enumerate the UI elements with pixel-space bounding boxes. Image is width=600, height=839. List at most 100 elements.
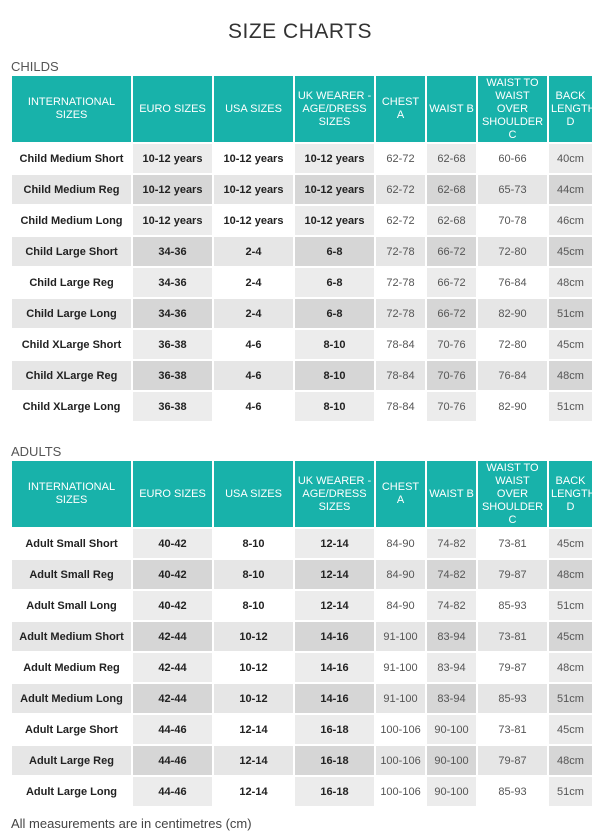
cell-back-length: 48cm xyxy=(549,268,592,297)
col-header-waist-to-waist: WAIST TO WAIST OVER SHOULDER C xyxy=(478,461,547,527)
cell-usa-size: 4-6 xyxy=(214,330,293,359)
table-row: Adult Small Short 40-42 8-10 12-14 84-90 74-8… xyxy=(12,529,592,558)
col-header-usa: USA SIZES xyxy=(214,461,293,527)
cell-international-size: Adult Large Long xyxy=(12,777,131,806)
cell-international-size: Child Medium Reg xyxy=(12,175,131,204)
cell-international-size: Child Medium Long xyxy=(12,206,131,235)
table-header-row: INTERNATIONAL SIZES EURO SIZES USA SIZES… xyxy=(12,461,596,527)
cell-uk-size: 6-8 xyxy=(295,299,374,328)
cell-waist: 66-72 xyxy=(427,237,476,266)
cell-back-length: 51cm xyxy=(549,392,592,421)
cell-chest: 72-78 xyxy=(376,237,425,266)
table-row: Adult Medium Short 42-44 10-12 14-16 91-100 8… xyxy=(12,622,592,651)
cell-chest: 100-106 xyxy=(376,777,425,806)
cell-uk-size: 10-12 years xyxy=(295,144,374,173)
cell-uk-size: 8-10 xyxy=(295,330,374,359)
cell-euro-size: 40-42 xyxy=(133,591,212,620)
col-header-euro: EURO SIZES xyxy=(133,76,212,142)
cell-waist-to-waist: 82-90 xyxy=(478,392,547,421)
cell-waist: 66-72 xyxy=(427,299,476,328)
cell-international-size: Adult Large Short xyxy=(12,715,131,744)
table-row: Child XLarge Short 36-38 4-6 8-10 78-84 70-76… xyxy=(12,330,592,359)
cell-waist-to-waist: 79-87 xyxy=(478,746,547,775)
col-header-usa: USA SIZES xyxy=(214,76,293,142)
cell-waist: 83-94 xyxy=(427,622,476,651)
cell-uk-size: 16-18 xyxy=(295,746,374,775)
table-row: Adult Small Long 40-42 8-10 12-14 84-90 74-82… xyxy=(12,591,592,620)
col-header-international: INTERNATIONAL SIZES xyxy=(12,76,131,142)
cell-international-size: Adult Large Reg xyxy=(12,746,131,775)
cell-uk-size: 10-12 years xyxy=(295,175,374,204)
cell-waist-to-waist: 72-80 xyxy=(478,237,547,266)
cell-euro-size: 36-38 xyxy=(133,330,212,359)
cell-usa-size: 10-12 years xyxy=(214,175,293,204)
cell-international-size: Adult Medium Reg xyxy=(12,653,131,682)
cell-chest: 62-72 xyxy=(376,206,425,235)
cell-chest: 91-100 xyxy=(376,684,425,713)
page-title: SIZE CHARTS xyxy=(228,20,372,43)
cell-international-size: Child Large Reg xyxy=(12,268,131,297)
cell-back-length: 40cm xyxy=(549,144,592,173)
cell-usa-size: 2-4 xyxy=(214,237,293,266)
cell-uk-size: 14-16 xyxy=(295,684,374,713)
cell-usa-size: 10-12 xyxy=(214,684,293,713)
table-row: Child Medium Reg 10-12 years 10-12 years 10… xyxy=(12,175,592,204)
cell-chest: 78-84 xyxy=(376,330,425,359)
cell-usa-size: 2-4 xyxy=(214,299,293,328)
cell-back-length: 48cm xyxy=(549,746,592,775)
cell-chest: 62-72 xyxy=(376,144,425,173)
cell-international-size: Child Medium Short xyxy=(12,144,131,173)
cell-usa-size: 8-10 xyxy=(214,591,293,620)
cell-euro-size: 40-42 xyxy=(133,529,212,558)
cell-international-size: Child XLarge Short xyxy=(12,330,131,359)
col-header-back-length: BACK LENGTH D xyxy=(549,76,596,142)
cell-uk-size: 8-10 xyxy=(295,392,374,421)
table-row: Child XLarge Reg 36-38 4-6 8-10 78-84 70-76 76… xyxy=(12,361,592,390)
cell-chest: 84-90 xyxy=(376,591,425,620)
cell-back-length: 45cm xyxy=(549,715,592,744)
cell-international-size: Adult Small Long xyxy=(12,591,131,620)
cell-uk-size: 14-16 xyxy=(295,653,374,682)
col-header-chest: CHEST A xyxy=(376,461,425,527)
cell-chest: 100-106 xyxy=(376,746,425,775)
cell-waist-to-waist: 73-81 xyxy=(478,715,547,744)
cell-euro-size: 44-46 xyxy=(133,715,212,744)
table-row: Child Medium Long 10-12 years 10-12 years 1… xyxy=(12,206,592,235)
table-row: Adult Large Short 44-46 12-14 16-18 100-106 9… xyxy=(12,715,592,744)
cell-uk-size: 16-18 xyxy=(295,715,374,744)
cell-waist-to-waist: 60-66 xyxy=(478,144,547,173)
cell-back-length: 48cm xyxy=(549,560,592,589)
cell-waist-to-waist: 85-93 xyxy=(478,591,547,620)
table-header-row: INTERNATIONAL SIZES EURO SIZES USA SIZES… xyxy=(12,76,596,142)
cell-euro-size: 40-42 xyxy=(133,560,212,589)
cell-waist-to-waist: 73-81 xyxy=(478,529,547,558)
table-row: Adult Small Reg 40-42 8-10 12-14 84-90 74-82 7… xyxy=(12,560,592,589)
cell-waist-to-waist: 70-78 xyxy=(478,206,547,235)
cell-waist-to-waist: 76-84 xyxy=(478,268,547,297)
col-header-back-length: BACK LENGTH D xyxy=(549,461,596,527)
cell-chest: 84-90 xyxy=(376,560,425,589)
cell-waist-to-waist: 79-87 xyxy=(478,560,547,589)
cell-uk-size: 10-12 years xyxy=(295,206,374,235)
cell-usa-size: 12-14 xyxy=(214,777,293,806)
cell-back-length: 51cm xyxy=(549,591,592,620)
cell-usa-size: 10-12 xyxy=(214,653,293,682)
col-header-euro: EURO SIZES xyxy=(133,461,212,527)
cell-back-length: 51cm xyxy=(549,299,592,328)
cell-usa-size: 12-14 xyxy=(214,746,293,775)
cell-euro-size: 42-44 xyxy=(133,684,212,713)
cell-euro-size: 34-36 xyxy=(133,299,212,328)
cell-back-length: 44cm xyxy=(549,175,592,204)
cell-waist: 66-72 xyxy=(427,268,476,297)
cell-waist: 90-100 xyxy=(427,715,476,744)
cell-usa-size: 4-6 xyxy=(214,361,293,390)
cell-euro-size: 34-36 xyxy=(133,268,212,297)
cell-euro-size: 34-36 xyxy=(133,237,212,266)
cell-international-size: Adult Small Reg xyxy=(12,560,131,589)
cell-international-size: Child Large Long xyxy=(12,299,131,328)
cell-waist-to-waist: 76-84 xyxy=(478,361,547,390)
childs-size-table: INTERNATIONAL SIZES EURO SIZES USA SIZES… xyxy=(10,74,596,423)
cell-chest: 78-84 xyxy=(376,392,425,421)
cell-chest: 78-84 xyxy=(376,361,425,390)
cell-euro-size: 10-12 years xyxy=(133,144,212,173)
